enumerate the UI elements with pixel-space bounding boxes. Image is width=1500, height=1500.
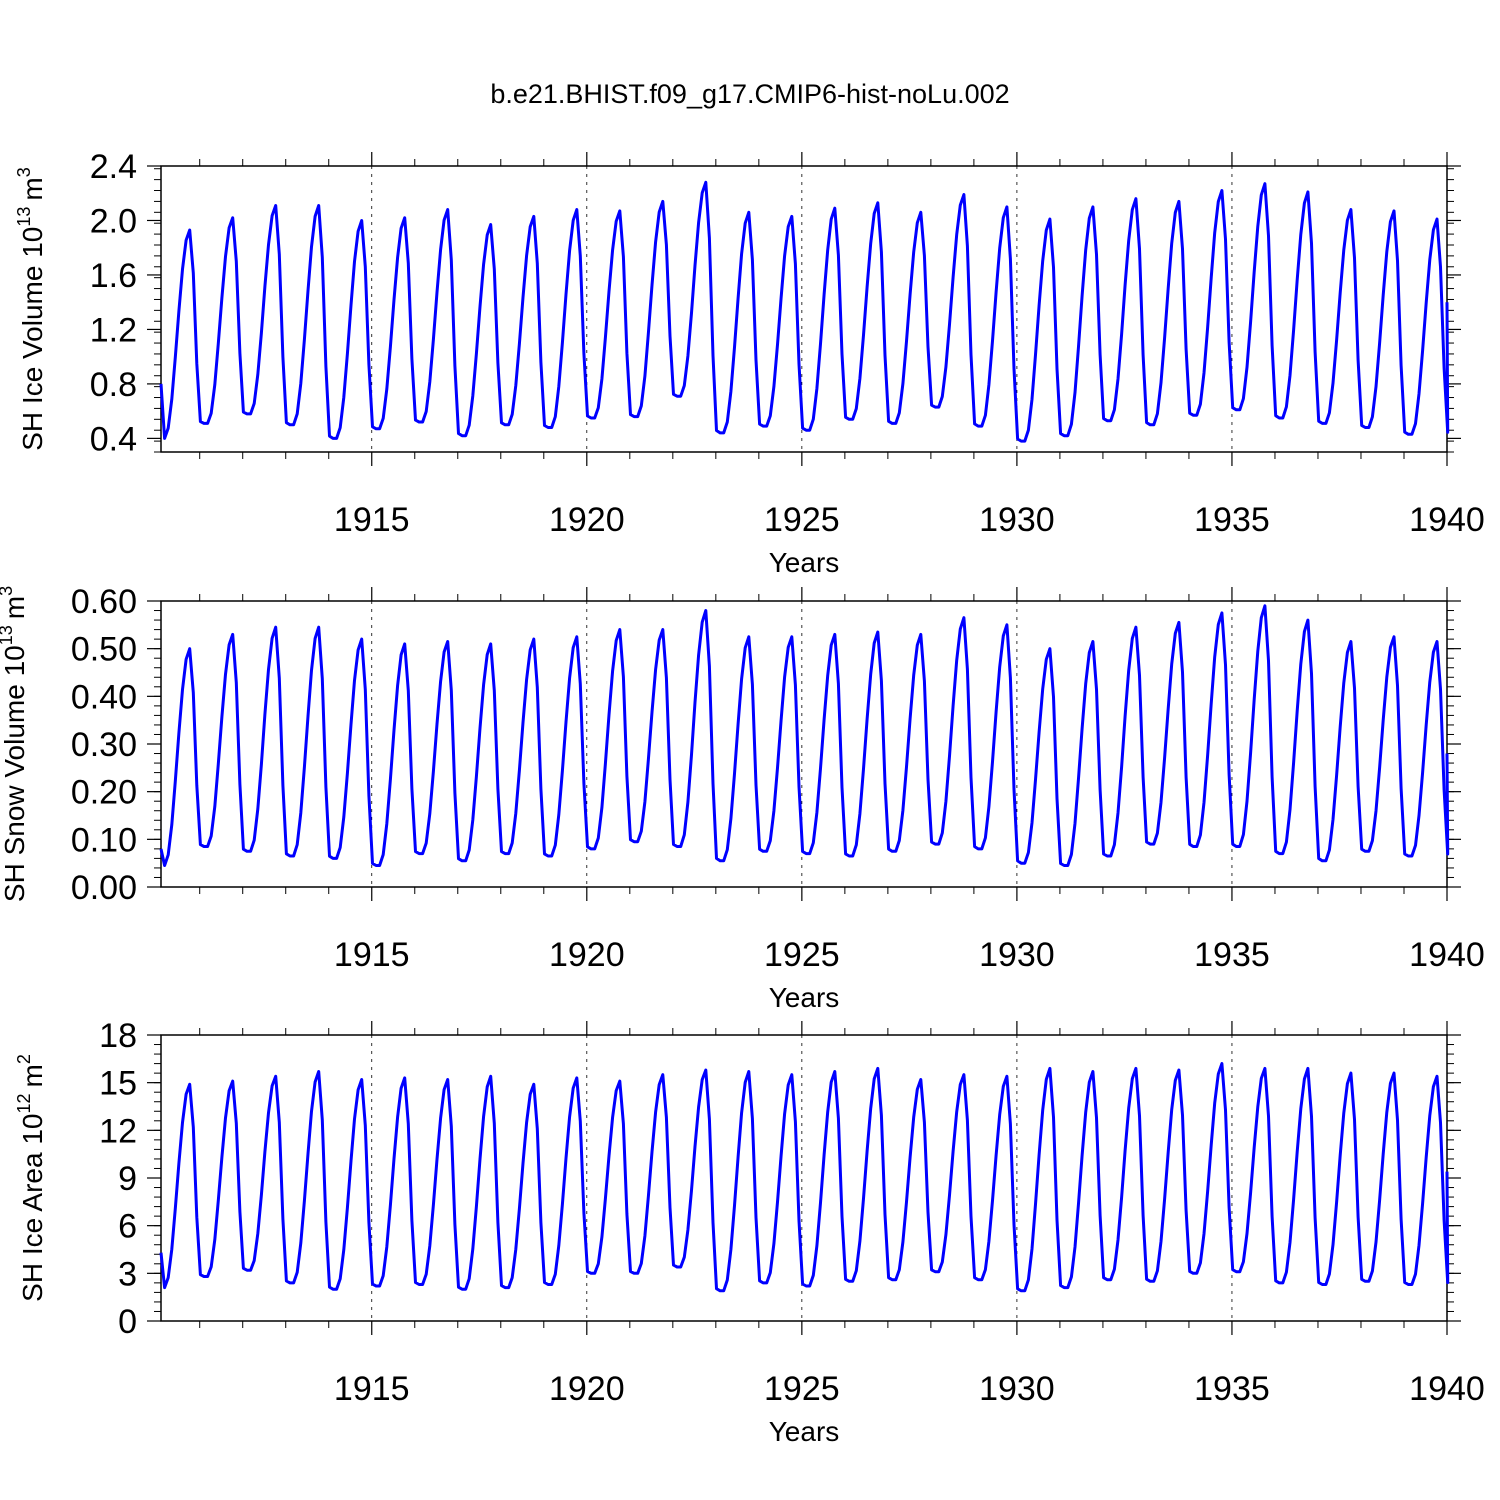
y-tick-label: 9 [118, 1160, 137, 1198]
y-tick-label: 3 [118, 1255, 137, 1293]
y-axis-label-exponent: 12 [14, 1093, 34, 1113]
y-tick-label: 2.4 [90, 148, 137, 186]
y-tick-label: 0 [118, 1303, 137, 1341]
x-tick-label: 1925 [764, 936, 840, 974]
series-line [159, 1062, 1450, 1293]
x-axis-label: Years [769, 982, 840, 1013]
y-tick-label: 0.30 [71, 726, 137, 764]
panel-ice-area: 1915 1920 1925 1930 1935 1940 18 15 12 9 6 3 0 Years S… [14, 1017, 1485, 1447]
x-tick-label: 1935 [1194, 501, 1270, 539]
y-tick-label: 0.8 [90, 366, 137, 404]
x-tick-label: 1915 [334, 501, 410, 539]
y-axis-label-exponent: 13 [0, 625, 16, 645]
x-tick-label: 1920 [549, 501, 625, 539]
x-tick-label: 1930 [979, 501, 1055, 539]
y-axis-label-unit-exponent: 3 [0, 586, 16, 596]
x-tick-label: 1925 [764, 501, 840, 539]
x-tick-label: 1930 [979, 936, 1055, 974]
y-tick-label: 0.40 [71, 678, 137, 716]
plot-frame [160, 600, 1448, 888]
x-tick-label: 1920 [549, 1370, 625, 1408]
y-tick-label: 6 [118, 1208, 137, 1246]
y-tick-label: 18 [99, 1017, 137, 1055]
y-axis-label-unit-exponent: 3 [14, 167, 34, 177]
y-tick-label: 0.20 [71, 774, 137, 812]
y-tick-label: 15 [99, 1065, 137, 1103]
x-tick-label: 1935 [1194, 1370, 1270, 1408]
y-tick-label: 0.60 [71, 583, 137, 621]
panel-ice-volume: 1915 1920 1925 1930 1935 1940 2.4 2.0 1.6 1.2 0.8 0… [14, 148, 1485, 578]
y-axis-label-exponent: 13 [14, 207, 34, 227]
y-axis-label: SH Snow Volume 1013 m3 [0, 586, 30, 902]
y-axis-label-text: SH Ice Area 10 [17, 1114, 48, 1302]
y-axis-label-text: SH Ice Volume 10 [17, 227, 48, 451]
x-tick-label: 1940 [1409, 501, 1485, 539]
y-axis-label: SH Ice Volume 1013 m3 [14, 167, 48, 451]
x-tick-label: 1915 [334, 936, 410, 974]
y-tick-label: 0.50 [71, 631, 137, 669]
x-axis-label: Years [769, 1416, 840, 1447]
y-tick-label: 12 [99, 1112, 137, 1150]
series-line [159, 180, 1450, 443]
y-tick-label: 0.4 [90, 420, 137, 458]
y-tick-label: 1.6 [90, 257, 137, 295]
series-line [159, 604, 1450, 867]
x-tick-label: 1925 [764, 1370, 840, 1408]
y-tick-label: 2.0 [90, 202, 137, 240]
x-tick-label: 1915 [334, 1370, 410, 1408]
panel-snow-volume: 1915 1920 1925 1930 1935 1940 0.60 0.50 0.40 0.30… [0, 583, 1485, 1013]
y-axis-label-text: SH Snow Volume 10 [0, 645, 30, 902]
x-tick-label: 1940 [1409, 936, 1485, 974]
x-tick-label: 1920 [549, 936, 625, 974]
y-tick-label: 0.10 [71, 821, 137, 859]
x-tick-label: 1940 [1409, 1370, 1485, 1408]
plot-frame [160, 165, 1448, 453]
x-tick-label: 1930 [979, 1370, 1055, 1408]
y-axis-label: SH Ice Area 1012 m2 [14, 1054, 48, 1302]
y-tick-label: 0.00 [71, 869, 137, 907]
plot-frame [160, 1034, 1448, 1322]
x-axis-label: Years [769, 547, 840, 578]
chart-title: b.e21.BHIST.f09_g17.CMIP6-hist-noLu.002 [490, 79, 1009, 109]
x-tick-label: 1935 [1194, 936, 1270, 974]
y-axis-label-unit: m [0, 596, 30, 619]
y-axis-label-unit: m [17, 177, 48, 200]
y-axis-label-unit-exponent: 2 [14, 1054, 34, 1064]
y-tick-label: 1.2 [90, 311, 137, 349]
y-axis-label-unit: m [17, 1064, 48, 1087]
